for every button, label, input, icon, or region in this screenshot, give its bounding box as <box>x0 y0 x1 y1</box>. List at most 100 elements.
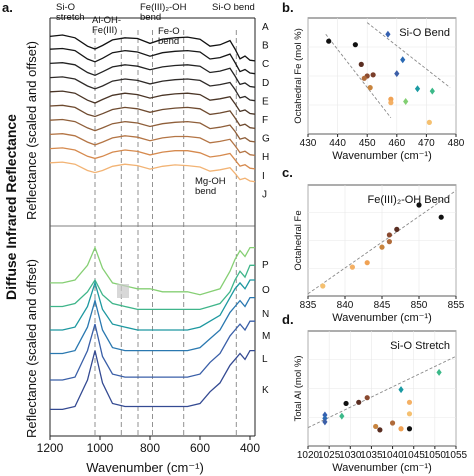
panel-d-x-tick-label: 1055 <box>445 450 468 461</box>
panel-d-point-diamond <box>398 386 404 394</box>
highlight-box <box>117 284 129 298</box>
panel-b-ylabel: Octahedral Fe (mol %) <box>293 28 304 124</box>
panel-d-point <box>406 426 413 432</box>
panel-b-trendline <box>366 22 451 88</box>
panel-c-point <box>364 260 370 266</box>
panel-c-plot: 835 840 845 850 855 Wavenumber (cm⁻¹) Octahedr… <box>293 184 465 324</box>
panel-a-x-tick-label: 800 <box>140 441 160 455</box>
spectrum-G <box>49 118 256 143</box>
band-label: bend <box>158 36 179 47</box>
panel-b-point <box>326 38 332 44</box>
panel-d-point <box>389 420 396 426</box>
panel-b-point-diamond <box>394 70 400 78</box>
band-label: bend <box>140 12 161 23</box>
panel-c-x-tick-label: 840 <box>337 300 354 311</box>
spectrum-label-P: P <box>262 260 269 271</box>
panel-b-x-tick-label: 430 <box>300 138 317 149</box>
panel-d-xlabel: Wavenumber (cm⁻¹) <box>332 462 432 474</box>
panel-b-x-tick-label: 480 <box>448 138 465 149</box>
spectrum-label-F: F <box>262 115 268 126</box>
panel-c-ylabel: Octahedral Fe <box>293 210 304 270</box>
panel-c-x-tick-label: 855 <box>448 300 465 311</box>
panel-b-point <box>388 100 394 106</box>
panel-b-point-diamond <box>385 30 391 38</box>
spectrum-O <box>50 264 255 311</box>
panel-d-point <box>373 423 379 430</box>
panel-d-ylabel: Total Al (mol %) <box>293 356 304 422</box>
panel-b-point-diamond <box>429 87 435 95</box>
panel-b-plot: 430 440 450 460 470 480 Wavenumber (cm⁻¹) Octah… <box>293 17 465 162</box>
panel-b-trendline <box>325 33 392 119</box>
panel-b-label: b. <box>282 0 294 15</box>
panel-d-point-diamond <box>322 418 328 426</box>
figure-ylabel: Diffuse Infrared Reflectance <box>3 114 19 300</box>
panel-b-point-diamond <box>403 98 409 106</box>
panel-c-title: Fe(III)₂-OH Bend <box>367 194 450 206</box>
panel-c-x-tick-label: 850 <box>411 300 428 311</box>
panel-b-point <box>426 119 432 125</box>
panel-c-point <box>386 232 392 238</box>
ylabel-top: Reflectance (scaled and offset) <box>24 41 39 220</box>
panel-c-xlabel: Wavenumber (cm⁻¹) <box>332 312 432 324</box>
spectrum-label-A: A <box>262 22 269 33</box>
panel-c-x-tick-label: 835 <box>300 300 317 311</box>
panel-d-label: d. <box>282 312 294 327</box>
panel-d-point <box>364 395 370 401</box>
panel-d-point <box>343 400 349 407</box>
spectrum-label-E: E <box>262 96 269 107</box>
panel-b-title: Si-O Bend <box>399 27 450 39</box>
panel-d-x-tick-label: 1035 <box>360 450 383 461</box>
ylabel-bottom: Reflectance (scaled and offset) <box>24 259 39 438</box>
spectrum-label-G: G <box>262 134 270 145</box>
panel-a-xlabel: Wavenumber (cm⁻¹) <box>86 460 204 475</box>
spectrum-label-D: D <box>262 78 269 89</box>
panel-d-x-tick-label: 1030 <box>339 450 362 461</box>
panel-c-point <box>379 244 385 250</box>
spectrum-label-C: C <box>262 59 269 70</box>
panel-c-trendline <box>307 190 457 295</box>
band-label: Al-OH- <box>92 15 121 26</box>
panel-d-x-tick-label: 1040 <box>381 450 404 461</box>
spectrum-C <box>49 62 256 88</box>
spectrum-D <box>49 76 256 102</box>
panel-c-point <box>320 283 326 289</box>
band-label: stretch <box>56 12 85 23</box>
panel-a-x-tick-label: 1000 <box>87 441 114 455</box>
panel-b-x-tick-label: 460 <box>388 138 405 149</box>
panel-d-point <box>398 426 404 432</box>
panel-d-point <box>356 399 362 405</box>
band-label: bend <box>195 186 216 197</box>
panel-b-x-tick-label: 450 <box>359 138 376 149</box>
panel-c-point <box>394 226 400 232</box>
panel-b-point <box>367 85 373 91</box>
spectrum-label-L: L <box>262 354 268 365</box>
panel-a-label: a. <box>2 0 13 15</box>
spectrum-B <box>49 47 256 75</box>
panel-b-x-tick-label: 440 <box>329 138 346 149</box>
panel-c-label: c. <box>282 165 293 180</box>
panel-b-point <box>361 75 367 81</box>
panel-d-title: Si-O Stretch <box>390 340 450 352</box>
panel-b-point-diamond <box>414 85 421 93</box>
panel-b-x-tick-label: 470 <box>418 138 435 149</box>
panel-b-xlabel: Wavenumber (cm⁻¹) <box>332 150 432 162</box>
spectrum-E <box>49 90 256 115</box>
spectrum-J <box>49 161 256 183</box>
panel-d-x-tick-label: 1050 <box>424 450 447 461</box>
panel-d-point <box>406 411 413 417</box>
band-label: Fe(III)₂-OH <box>140 2 187 13</box>
panel-d-point <box>377 427 383 433</box>
spectrum-label-O: O <box>262 285 270 296</box>
panel-c-point <box>438 214 444 220</box>
band-label: Mg-OH <box>195 176 226 187</box>
spectrum-label-B: B <box>262 41 269 52</box>
panel-d-point-diamond <box>436 368 442 376</box>
panel-d-point-diamond <box>339 412 345 420</box>
panel-c-point <box>349 264 355 270</box>
spectrum-label-J: J <box>262 189 267 200</box>
panel-a-x-tick-label: 1200 <box>37 441 64 455</box>
spectrum-H <box>49 133 256 157</box>
